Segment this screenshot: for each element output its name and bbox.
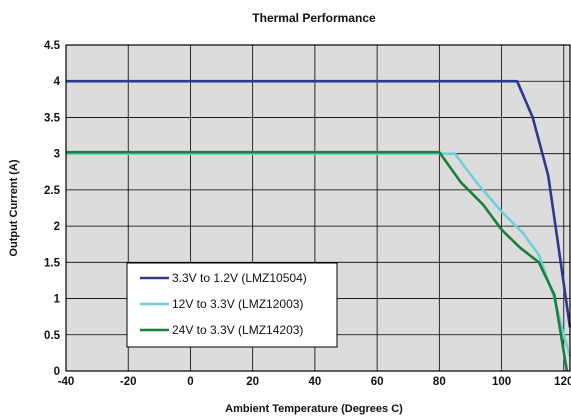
data-series xyxy=(66,79,571,372)
x-axis-label: Ambient Temperature (Degrees C) xyxy=(225,403,403,415)
y-tick-label: 4.5 xyxy=(44,40,61,52)
y-tick-label: 2.5 xyxy=(44,185,61,197)
plot-frame xyxy=(65,44,571,372)
x-tick-label: 40 xyxy=(308,376,321,388)
y-tick-label: 4 xyxy=(54,76,61,88)
x-tick-label: 80 xyxy=(433,376,446,388)
x-tick-label: 60 xyxy=(371,376,384,388)
y-tick-label: 3.5 xyxy=(44,112,61,124)
y-tick-label: 1 xyxy=(54,294,61,306)
x-tick-label: 20 xyxy=(246,376,259,388)
x-tick-label: -20 xyxy=(120,376,137,388)
chart-title: Thermal Performance xyxy=(252,11,376,25)
y-axis-label: Output Current (A) xyxy=(8,159,20,256)
x-tick-label: -40 xyxy=(58,376,75,388)
x-tick-label: 0 xyxy=(187,376,193,388)
y-tick-label: 0 xyxy=(54,366,60,378)
x-tick-label: 100 xyxy=(492,376,511,388)
y-tick-label: 3 xyxy=(54,149,60,161)
legend-label-3: 24V to 3.3V (LMZ14203) xyxy=(172,323,303,337)
tick-labels: -40 -20 0 20 40 60 80 100 120 0 0.5 1 1.5 2 2.5 3 3.5 4 4.… xyxy=(44,40,571,388)
legend-label-1: 3.3V to 1.2V (LMZ10504) xyxy=(172,271,307,285)
series-line-3 xyxy=(66,150,569,372)
y-tick-label: 2 xyxy=(54,221,60,233)
y-tick-label: 1.5 xyxy=(44,257,61,269)
series-line-1 xyxy=(66,79,571,328)
series-line-2 xyxy=(66,152,571,357)
y-tick-label: 0.5 xyxy=(44,330,61,342)
legend: 3.3V to 1.2V (LMZ10504) 12V to 3.3V (LMZ1… xyxy=(126,262,338,348)
x-tick-label: 120 xyxy=(554,376,571,388)
legend-label-2: 12V to 3.3V (LMZ12003) xyxy=(172,297,303,311)
